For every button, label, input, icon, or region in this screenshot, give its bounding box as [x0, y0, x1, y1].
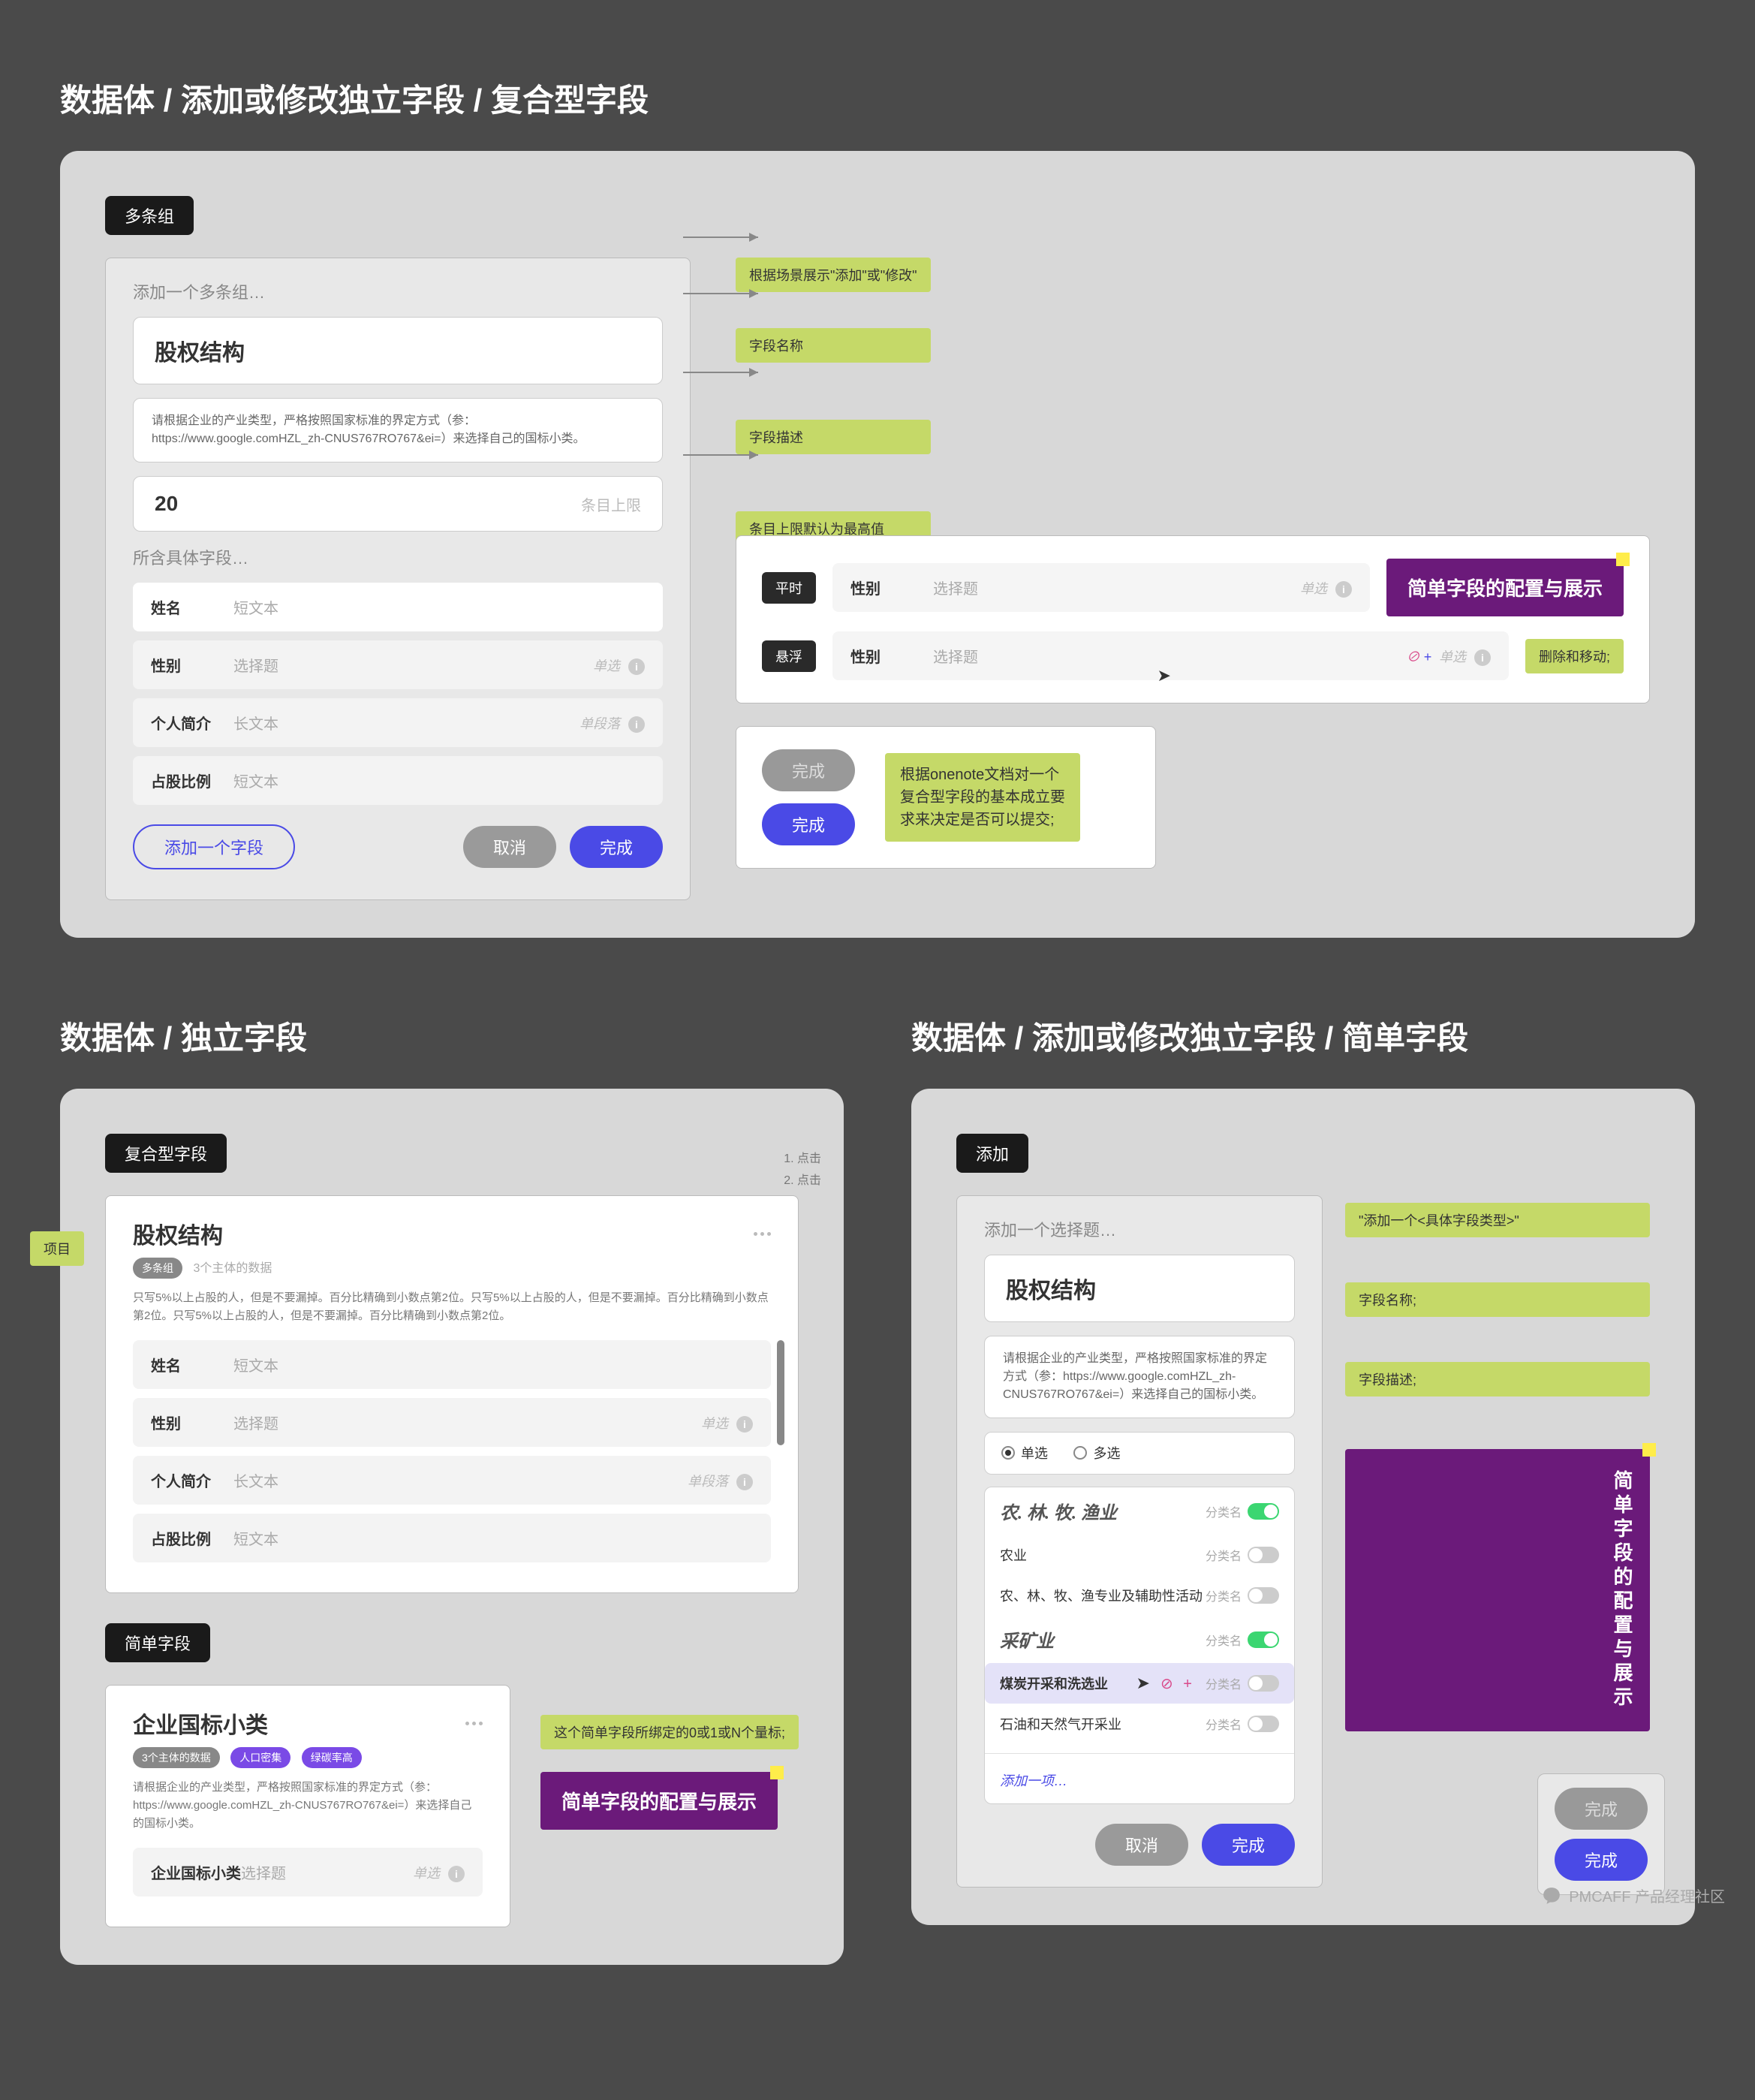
add-field-button[interactable]: 添加一个字段 — [133, 824, 295, 869]
pill-count: 3个主体的数据 — [193, 1262, 272, 1275]
compound-subfield-row[interactable]: 姓名短文本 — [133, 1340, 771, 1389]
annot-delete: 删除和移动; — [1525, 639, 1624, 673]
row-type: 选择题 — [933, 577, 1300, 598]
subfield-row[interactable]: 性别选择题单选 i — [133, 640, 663, 689]
simple-field-row[interactable]: 企业国标小类 选择题 单选 i — [133, 1848, 483, 1897]
s3-cancel-button[interactable]: 取消 — [1095, 1824, 1188, 1866]
annot-edge: 项目 — [30, 1231, 84, 1266]
done-states-card: 完成 完成 根据onenote文档对一个复合型字段的基本成立要求来决定是否可以提… — [736, 726, 1156, 869]
chip-simple: 简单字段 — [105, 1623, 210, 1662]
purple-callout-1: 简单字段的配置与展示 — [1386, 559, 1624, 616]
section3-title: 数据体 / 添加或修改独立字段 / 简单字段 — [911, 1013, 1695, 1059]
cat2-toggle[interactable]: 分类名 — [1206, 1631, 1279, 1649]
limit-value: 20 — [155, 492, 178, 516]
pill-type: 多条组 — [133, 1258, 182, 1279]
done-enabled-button[interactable]: 完成 — [762, 803, 855, 845]
radio-group: 单选 多选 — [984, 1432, 1295, 1475]
section3-panel: 添加 添加一个选择题… 股权结构 请根据企业的产业类型，严格按照国家标准的界定方… — [911, 1089, 1695, 1925]
state-hover-row[interactable]: 性别 选择题 ➤ ⊘ + 单选 i — [832, 631, 1509, 680]
cat1-toggle[interactable]: 分类名 — [1206, 1502, 1279, 1520]
more-icon[interactable] — [754, 1232, 771, 1236]
side-note-2: 2. 点击 — [784, 1171, 821, 1192]
opt4-row[interactable]: 石油和天然气开采业 分类名 — [985, 1704, 1294, 1744]
s3-desc-input[interactable]: 请根据企业的产业类型，严格按照国家标准的界定方式（参：https://www.g… — [984, 1336, 1295, 1418]
section1-panel: 多条组 添加一个多条组… 股权结构 请根据企业的产业类型，严格按照国家标准的界定… — [60, 151, 1695, 938]
option-row[interactable]: 农业分类名 — [985, 1535, 1294, 1575]
chip-multigroup: 多条组 — [105, 196, 194, 235]
pill2c: 绿碳率高 — [302, 1747, 362, 1768]
pill2b: 人口密集 — [230, 1747, 290, 1768]
done-button[interactable]: 完成 — [570, 826, 663, 868]
compound-subfield-row[interactable]: 占股比例短文本 — [133, 1514, 771, 1562]
options-card: 农. 林. 牧. 渔业 分类名 农业分类名农、林、牧、渔专业及辅助性活动分类名 … — [984, 1487, 1295, 1804]
annot-s3-name: 字段名称; — [1345, 1282, 1650, 1317]
add-option-link[interactable]: 添加一项… — [1000, 1773, 1067, 1788]
field-limit-input[interactable]: 20 条目上限 — [133, 476, 663, 532]
section1-title: 数据体 / 添加或修改独立字段 / 复合型字段 — [60, 75, 1695, 121]
state-normal-chip: 平时 — [762, 572, 816, 604]
s3-done-button[interactable]: 完成 — [1202, 1824, 1295, 1866]
compound-desc: 只写5%以上占股的人，但是不要漏掉。百分比精确到小数点第2位。只写5%以上占股的… — [133, 1289, 771, 1325]
hover-actions[interactable]: ⊘ + 单选 i — [1406, 646, 1491, 666]
subfields-label: 所含具体字段… — [133, 545, 663, 569]
simple-desc: 请根据企业的产业类型，严格按照国家标准的界定方式（参：https://www.g… — [133, 1779, 483, 1833]
row-tag: 单选 i — [1300, 578, 1352, 598]
annot-s3-desc: 字段描述; — [1345, 1362, 1650, 1396]
subfield-row[interactable]: 占股比例短文本 — [133, 756, 663, 805]
annot-s3-crumb: "添加一个<具体字段类型>" — [1345, 1203, 1650, 1237]
compound-subfield-row[interactable]: 个人简介长文本单段落 i — [133, 1456, 771, 1505]
s3-done-disabled: 完成 — [1555, 1788, 1648, 1830]
simple-form-card: 添加一个选择题… 股权结构 请根据企业的产业类型，严格按照国家标准的界定方式（参… — [956, 1195, 1323, 1888]
annot-simple-bind: 这个简单字段所绑定的0或1或N个量标; — [540, 1715, 799, 1749]
form-crumb: 添加一个多条组… — [133, 279, 663, 303]
cat1-header: 农. 林. 牧. 渔业 分类名 — [985, 1487, 1294, 1535]
compound-subfield-row[interactable]: 性别选择题单选 i — [133, 1398, 771, 1447]
state-normal-row[interactable]: 性别 选择题 单选 i — [832, 563, 1370, 612]
annot-desc: 字段描述 — [736, 420, 931, 454]
chip-add: 添加 — [956, 1134, 1028, 1173]
purple-vertical: 简单字段的配置与展示 — [1345, 1449, 1650, 1731]
simple-title: 企业国标小类 — [133, 1707, 268, 1740]
scrollbar[interactable] — [777, 1340, 784, 1445]
compound-title: 股权结构 — [133, 1217, 223, 1250]
annot-done: 根据onenote文档对一个复合型字段的基本成立要求来决定是否可以提交; — [885, 753, 1080, 842]
radio-single[interactable]: 单选 — [1001, 1443, 1048, 1463]
cancel-button[interactable]: 取消 — [463, 826, 556, 868]
done-disabled-button: 完成 — [762, 749, 855, 791]
chip-compound: 复合型字段 — [105, 1134, 227, 1173]
section2-title: 数据体 / 独立字段 — [60, 1013, 844, 1059]
logo-icon — [1542, 1886, 1561, 1906]
state-hover-chip: 悬浮 — [762, 640, 816, 672]
row-action-icons[interactable]: ⊘ + — [1160, 1674, 1195, 1693]
s3-done-enabled[interactable]: 完成 — [1555, 1839, 1648, 1881]
pill2a: 3个主体的数据 — [133, 1747, 220, 1768]
purple-callout-2: 简单字段的配置与展示 — [540, 1772, 778, 1830]
annot-crumb: 根据场景展示"添加"或"修改" — [736, 258, 931, 292]
form-card: 添加一个多条组… 股权结构 请根据企业的产业类型，严格按照国家标准的界定方式（参… — [105, 258, 691, 900]
annot-name: 字段名称 — [736, 328, 931, 363]
radio-multi[interactable]: 多选 — [1073, 1443, 1120, 1463]
simple-card: 企业国标小类 3个主体的数据 人口密集 绿碳率高 请根据企业的产业类型，严格按照… — [105, 1685, 510, 1927]
state-detail-card: 平时 性别 选择题 单选 i 简单字段的配置与展示 悬浮 性别 选择题 ➤ ⊘ … — [736, 535, 1650, 704]
option-row[interactable]: 农、林、牧、渔专业及辅助性活动分类名 — [985, 1575, 1294, 1616]
more-icon-2[interactable] — [465, 1722, 483, 1725]
subfield-row[interactable]: 个人简介长文本单段落 i — [133, 698, 663, 747]
subfield-row[interactable]: 姓名短文本 — [133, 583, 663, 631]
info-icon: i — [1335, 581, 1352, 598]
field-desc-input[interactable]: 请根据企业的产业类型，严格按照国家标准的界定方式（参：https://www.g… — [133, 398, 663, 462]
cursor-icon-2: ➤ — [1136, 1674, 1150, 1693]
cat2-header: 采矿业 分类名 — [985, 1616, 1294, 1663]
side-note-1: 1. 点击 — [784, 1149, 821, 1171]
cursor-icon: ➤ — [1157, 666, 1170, 685]
s3-crumb: 添加一个选择题… — [984, 1217, 1295, 1241]
section2-panel: 复合型字段 项目 股权结构 多条组 3个主体的数据 只写5%以上占股的人，但是不… — [60, 1089, 844, 1965]
compound-card: 股权结构 多条组 3个主体的数据 只写5%以上占股的人，但是不要漏掉。百分比精确… — [105, 1195, 799, 1593]
opt-hover-row[interactable]: 煤炭开采和洗选业 ➤ ⊘ + 分类名 — [985, 1663, 1294, 1704]
page-footer: PMCAFF 产品经理社区 — [1542, 1885, 1725, 1906]
limit-hint: 条目上限 — [581, 493, 641, 515]
field-name-input[interactable]: 股权结构 — [133, 317, 663, 384]
row-name: 性别 — [850, 577, 933, 598]
s3-name-input[interactable]: 股权结构 — [984, 1255, 1295, 1322]
